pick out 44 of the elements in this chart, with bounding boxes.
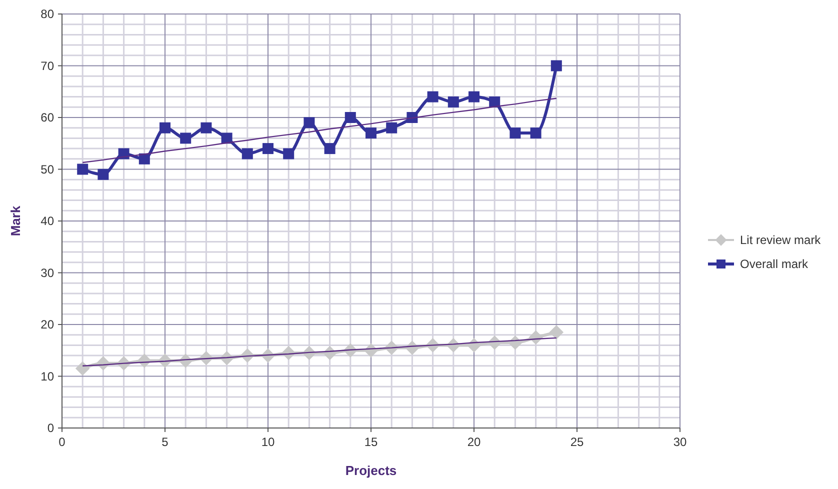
x-axis-title: Projects: [345, 463, 397, 478]
y-tick-label: 40: [40, 214, 54, 228]
point: [468, 91, 480, 102]
point: [344, 112, 356, 123]
point: [262, 143, 274, 154]
point: [77, 164, 88, 175]
point: [427, 91, 438, 102]
point: [489, 96, 500, 108]
y-tick-label: 50: [40, 162, 54, 176]
legend-label: Overall mark: [740, 257, 810, 271]
point: [180, 132, 192, 144]
y-tick-label: 20: [40, 318, 54, 332]
x-tick-label: 0: [58, 435, 66, 449]
point: [324, 143, 336, 154]
y-tick-label: 70: [40, 58, 54, 73]
x-tick-label: 30: [673, 435, 687, 449]
point: [98, 168, 109, 180]
point: [221, 132, 232, 144]
point: [160, 122, 170, 134]
legend-label: Lit review mark: [740, 233, 822, 247]
point: [386, 122, 398, 134]
point: [138, 153, 150, 164]
point: [550, 60, 562, 72]
point: [549, 325, 564, 340]
point: [75, 361, 90, 376]
y-tick-label: 60: [40, 110, 54, 124]
x-tick-label: 5: [162, 435, 169, 449]
point: [366, 128, 376, 139]
point: [283, 148, 294, 160]
y-tick-label: 30: [40, 266, 54, 280]
point: [448, 96, 459, 108]
point: [510, 128, 521, 139]
y-tick-label: 80: [40, 7, 54, 21]
y-tick-label: 10: [40, 369, 54, 384]
y-tick-label: 0: [47, 421, 54, 435]
point: [242, 148, 253, 160]
x-tick-label: 10: [261, 435, 275, 449]
x-tick-label: 20: [467, 435, 481, 449]
point: [200, 122, 212, 134]
point: [530, 128, 542, 139]
x-tick-label: 25: [570, 435, 584, 449]
y-axis-title: Mark: [8, 205, 23, 236]
x-tick-label: 15: [364, 435, 378, 449]
point: [304, 117, 315, 128]
